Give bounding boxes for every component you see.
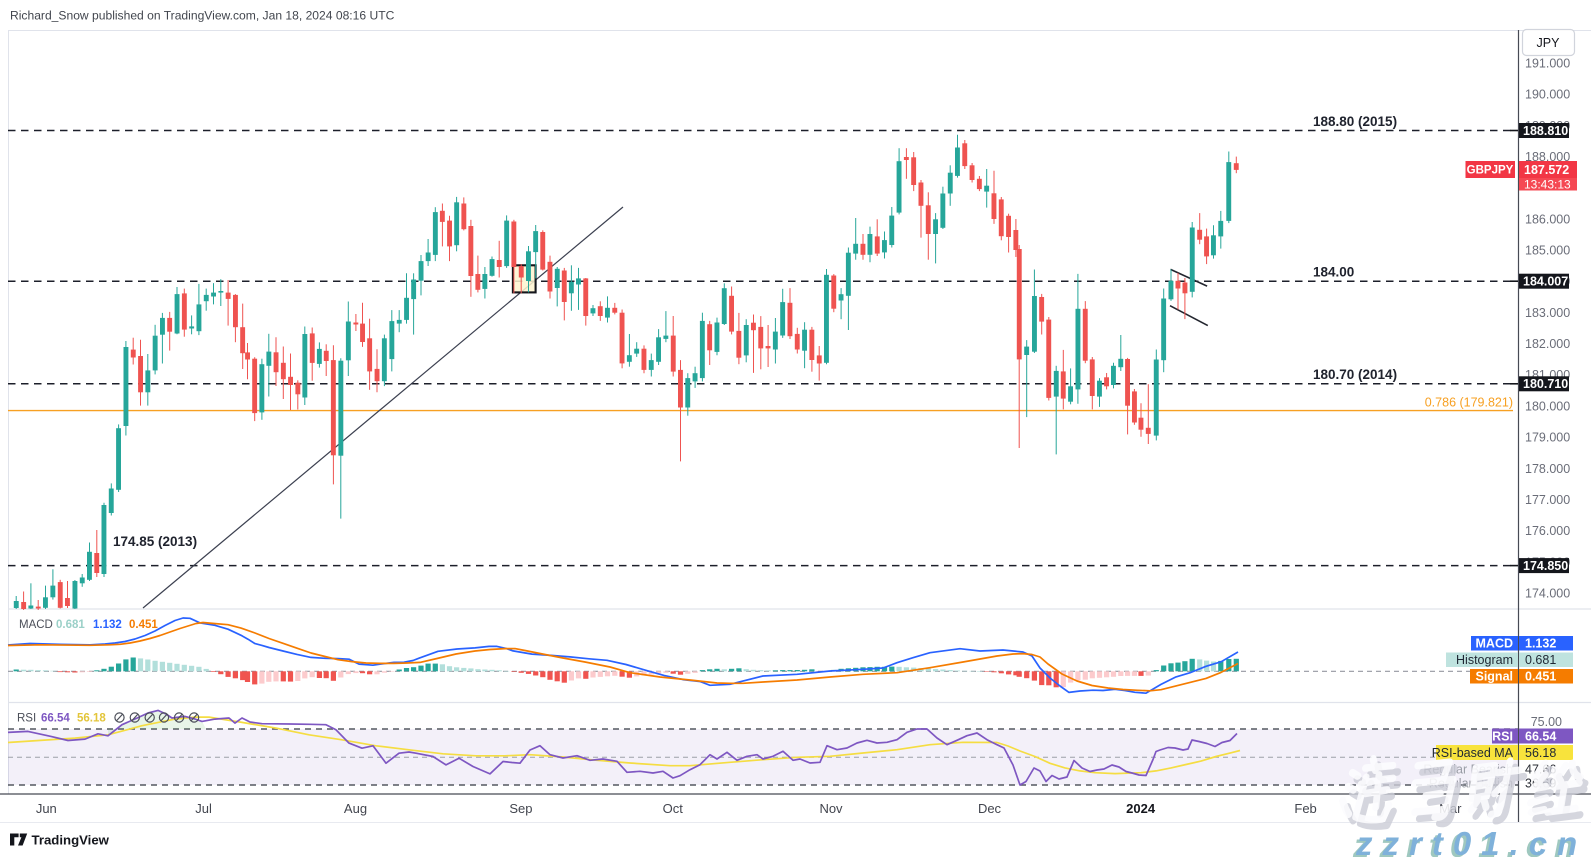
svg-text:182.000: 182.000 <box>1525 337 1570 351</box>
svg-text:184.007: 184.007 <box>1523 275 1568 289</box>
svg-text:180.710: 180.710 <box>1523 377 1568 391</box>
svg-text:188.810: 188.810 <box>1523 124 1568 138</box>
svg-text:GBPJPY: GBPJPY <box>1467 165 1514 177</box>
svg-text:MACD: MACD <box>1476 637 1514 651</box>
svg-text:56.18: 56.18 <box>77 713 106 725</box>
svg-text:184.00: 184.00 <box>1313 265 1354 280</box>
svg-text:Signal: Signal <box>1475 670 1513 684</box>
svg-text:178.000: 178.000 <box>1525 462 1570 476</box>
svg-text:66.54: 66.54 <box>1525 730 1556 744</box>
svg-text:zzrt01.cn: zzrt01.cn <box>1355 825 1587 857</box>
svg-text:0.681: 0.681 <box>1525 653 1556 667</box>
svg-text:Oct: Oct <box>663 801 684 816</box>
svg-text:0.451: 0.451 <box>1525 670 1556 684</box>
svg-text:174.000: 174.000 <box>1525 587 1570 601</box>
svg-text:187.572: 187.572 <box>1524 163 1569 177</box>
svg-text:RSI: RSI <box>17 713 36 725</box>
svg-text:TradingView: TradingView <box>32 833 110 848</box>
svg-text:0.786 (179.821): 0.786 (179.821) <box>1425 396 1513 410</box>
svg-text:MACD: MACD <box>19 619 53 631</box>
svg-text:188.000: 188.000 <box>1525 150 1570 164</box>
svg-text:Aug: Aug <box>344 801 367 816</box>
svg-text:Histogram: Histogram <box>1456 653 1513 667</box>
svg-text:174.85 (2013): 174.85 (2013) <box>113 534 197 549</box>
svg-text:177.000: 177.000 <box>1525 493 1570 507</box>
svg-text:zzrt01.cn: zzrt01.cn <box>1352 827 1584 857</box>
svg-text:75.00: 75.00 <box>1531 715 1562 729</box>
svg-text:2024: 2024 <box>1126 801 1156 816</box>
svg-text:185.000: 185.000 <box>1525 244 1570 258</box>
svg-text:183.000: 183.000 <box>1525 306 1570 320</box>
svg-text:191.000: 191.000 <box>1525 56 1570 70</box>
svg-text:0.451: 0.451 <box>129 619 158 631</box>
svg-text:0.681: 0.681 <box>56 619 85 631</box>
svg-text:179.000: 179.000 <box>1525 431 1570 445</box>
svg-text:Feb: Feb <box>1294 801 1316 816</box>
svg-text:13:43:13: 13:43:13 <box>1524 178 1571 192</box>
svg-text:190.000: 190.000 <box>1525 88 1570 102</box>
svg-text:Jun: Jun <box>36 801 57 816</box>
svg-text:66.54: 66.54 <box>41 713 70 725</box>
svg-text:174.850: 174.850 <box>1523 559 1568 573</box>
svg-text:180.000: 180.000 <box>1525 399 1570 413</box>
svg-text:56.18: 56.18 <box>1525 746 1556 760</box>
svg-text:176.000: 176.000 <box>1525 524 1570 538</box>
svg-text:Nov: Nov <box>819 801 843 816</box>
svg-text:JPY: JPY <box>1537 36 1561 50</box>
svg-text:RSI-based MA: RSI-based MA <box>1432 746 1514 760</box>
svg-text:Jul: Jul <box>195 801 212 816</box>
svg-text:Dec: Dec <box>978 801 1002 816</box>
svg-text:1.132: 1.132 <box>1525 637 1556 651</box>
svg-text:180.70 (2014): 180.70 (2014) <box>1313 367 1397 382</box>
svg-text:Sep: Sep <box>509 801 532 816</box>
svg-text:1.132: 1.132 <box>93 619 122 631</box>
svg-text:188.80 (2015): 188.80 (2015) <box>1313 114 1397 129</box>
svg-text:RSI: RSI <box>1492 730 1513 744</box>
svg-text:Richard_Snow published on Trad: Richard_Snow published on TradingView.co… <box>10 9 395 23</box>
svg-text:186.000: 186.000 <box>1525 212 1570 226</box>
